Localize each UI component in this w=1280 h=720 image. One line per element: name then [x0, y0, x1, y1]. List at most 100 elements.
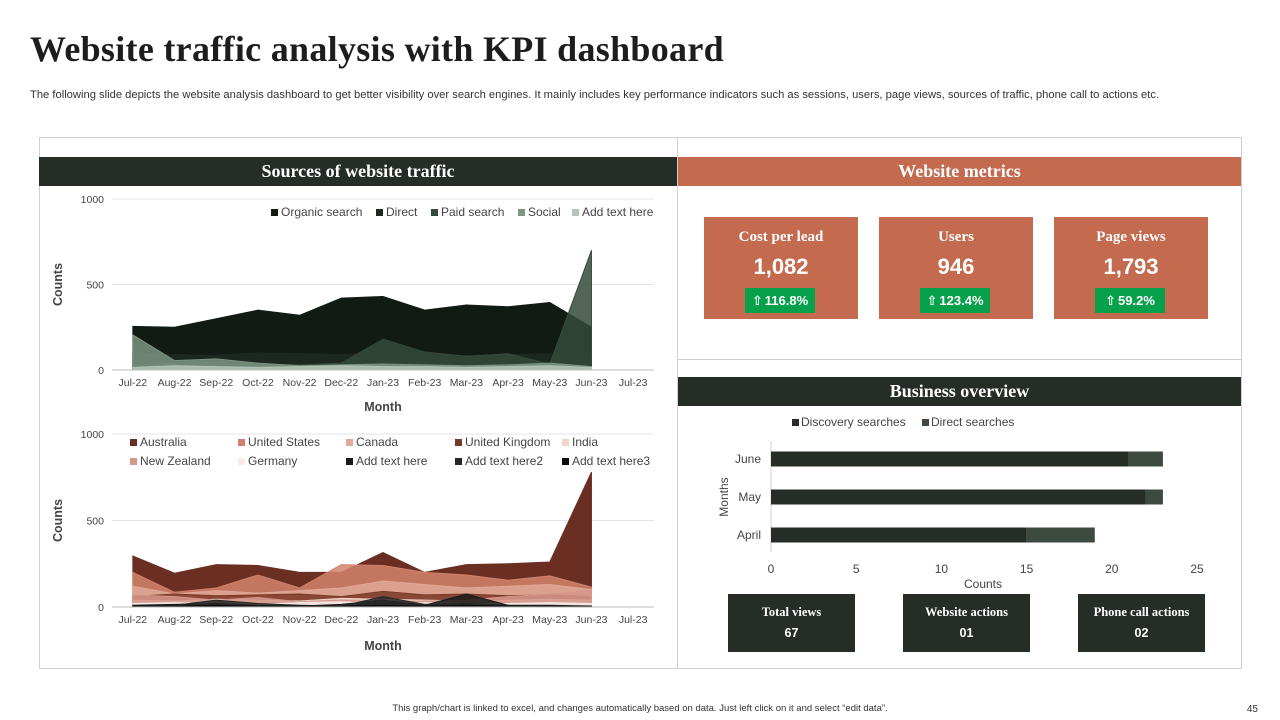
legend-label: New Zealand [140, 454, 211, 468]
x-tick-label: Jul-23 [619, 377, 648, 389]
kpi-change: 123.4% [939, 293, 984, 308]
stat-value: 02 [1134, 626, 1149, 640]
series-area-1 [132, 471, 592, 608]
x-tick-label: Oct-22 [242, 614, 274, 626]
x-axis-title: Month [364, 639, 401, 653]
x-axis-title: Month [364, 400, 401, 414]
x-tick-label: Mar-23 [450, 377, 483, 389]
x-tick-label: Jul-22 [119, 377, 148, 389]
x-tick-label: Apr-23 [492, 377, 524, 389]
legend-swatch [455, 458, 462, 465]
x-tick-label: May-23 [532, 377, 567, 389]
x-tick-label: 25 [1190, 562, 1204, 576]
legend-swatch [271, 209, 278, 216]
x-tick-label: May-23 [532, 614, 567, 626]
legend-label: Add text here2 [465, 454, 543, 468]
x-tick-label: Sep-22 [199, 377, 233, 389]
page-title: Website traffic analysis with KPI dashbo… [30, 29, 724, 69]
x-tick-label: Jan-23 [367, 377, 399, 389]
x-tick-label: Apr-23 [492, 614, 524, 626]
x-tick-label: 15 [1020, 562, 1034, 576]
x-tick-label: 0 [768, 562, 775, 576]
divider-vertical [677, 137, 678, 669]
legend-swatch [922, 419, 929, 426]
stat-value: 01 [959, 626, 974, 640]
traffic-section-header: Sources of website traffic [39, 157, 677, 186]
legend-swatch [562, 458, 569, 465]
legend-swatch [130, 439, 137, 446]
x-tick-label: 20 [1105, 562, 1119, 576]
legend-swatch [346, 458, 353, 465]
kpi-card-cost-per-lead: Cost per lead 1,082 ⇧ 116.8% [704, 217, 858, 319]
x-tick-label: Dec-22 [324, 377, 358, 389]
legend-swatch [562, 439, 569, 446]
stat-title: Phone call actions [1093, 605, 1190, 619]
legend-swatch [431, 209, 438, 216]
arrow-up-icon: ⇧ [926, 292, 938, 308]
stat-title: Website actions [925, 605, 1008, 619]
legend-swatch [238, 439, 245, 446]
overview-section-header: Business overview [678, 377, 1241, 406]
legend-label: Add text here3 [572, 454, 650, 468]
y-tick-label: 500 [86, 516, 104, 528]
kpi-card-users: Users 946 ⇧ 123.4% [879, 217, 1033, 319]
stat-website-actions: Website actions 01 [903, 594, 1030, 652]
x-tick-label: Mar-23 [450, 614, 483, 626]
y-tick-label: April [737, 528, 761, 542]
x-tick-label: Nov-22 [283, 614, 317, 626]
legend-swatch [455, 439, 462, 446]
kpi-title: Cost per lead [738, 229, 824, 245]
kpi-value: 1,082 [753, 254, 809, 279]
page-subtitle: The following slide depicts the website … [30, 89, 1160, 101]
y-tick-label: June [735, 452, 761, 466]
metrics-section-header: Website metrics [678, 157, 1241, 186]
traffic-sources-chart: 0 500 1000 Jul-22 Aug-22 Sep-22 Oct-22 Nov-22 De… [51, 194, 654, 414]
legend-label: Discovery searches [801, 415, 906, 429]
kpi-change-badge: ⇧ 59.2% [1095, 288, 1165, 313]
legend-label: Social [528, 205, 561, 219]
x-tick-label: Sep-22 [199, 614, 233, 626]
page-number: 45 [1246, 704, 1258, 715]
stat-title: Total views [761, 605, 822, 619]
x-tick-label: Feb-23 [408, 377, 441, 389]
kpi-change-badge: ⇧ 116.8% [745, 288, 815, 313]
bar-segment-2 [1145, 489, 1163, 505]
x-tick-label: 10 [935, 562, 949, 576]
x-tick-label: Jul-22 [119, 614, 148, 626]
bar-segment-2 [1128, 451, 1163, 467]
kpi-change: 116.8% [764, 293, 809, 308]
legend-label: Germany [248, 454, 297, 468]
bar-segment-1 [771, 451, 1129, 467]
bar-segment-2 [1026, 527, 1095, 543]
y-tick-label: 500 [86, 280, 104, 292]
kpi-title: Users [938, 229, 974, 245]
traffic-countries-chart: 0 500 1000 Jul-22 Aug-22 Sep-22 Oct-22 Nov-22 De… [51, 429, 654, 653]
x-tick-label: Jan-23 [367, 614, 399, 626]
legend-label: Add text here [582, 205, 654, 219]
legend-label: Direct [386, 205, 418, 219]
legend-swatch [346, 439, 353, 446]
y-tick-label: 0 [98, 365, 104, 377]
legend-label: Direct searches [931, 415, 1014, 429]
kpi-title: Page views [1096, 229, 1166, 245]
stat-phone-call-actions: Phone call actions 02 [1078, 594, 1205, 652]
legend-swatch [572, 209, 579, 216]
x-tick-label: Aug-22 [158, 377, 192, 389]
x-tick-label: Aug-22 [158, 614, 192, 626]
bar-segment-1 [771, 527, 1027, 543]
bar-segment-1 [771, 489, 1146, 505]
x-tick-label: Oct-22 [242, 377, 274, 389]
legend-label: India [572, 435, 598, 449]
x-axis-title: Counts [964, 577, 1002, 591]
legend-label: Organic search [281, 205, 362, 219]
business-overview-chart: Discovery searches Direct searches June May… [717, 415, 1204, 591]
legend-label: Paid search [441, 205, 504, 219]
legend-swatch [238, 458, 245, 465]
y-tick-label: 0 [98, 602, 104, 614]
kpi-card-page-views: Page views 1,793 ⇧ 59.2% [1054, 217, 1208, 319]
x-tick-label: Jun-23 [575, 377, 607, 389]
y-tick-label: May [738, 490, 761, 504]
x-tick-label: Nov-22 [283, 377, 317, 389]
x-tick-label: Feb-23 [408, 614, 441, 626]
y-axis-title: Counts [51, 263, 65, 306]
